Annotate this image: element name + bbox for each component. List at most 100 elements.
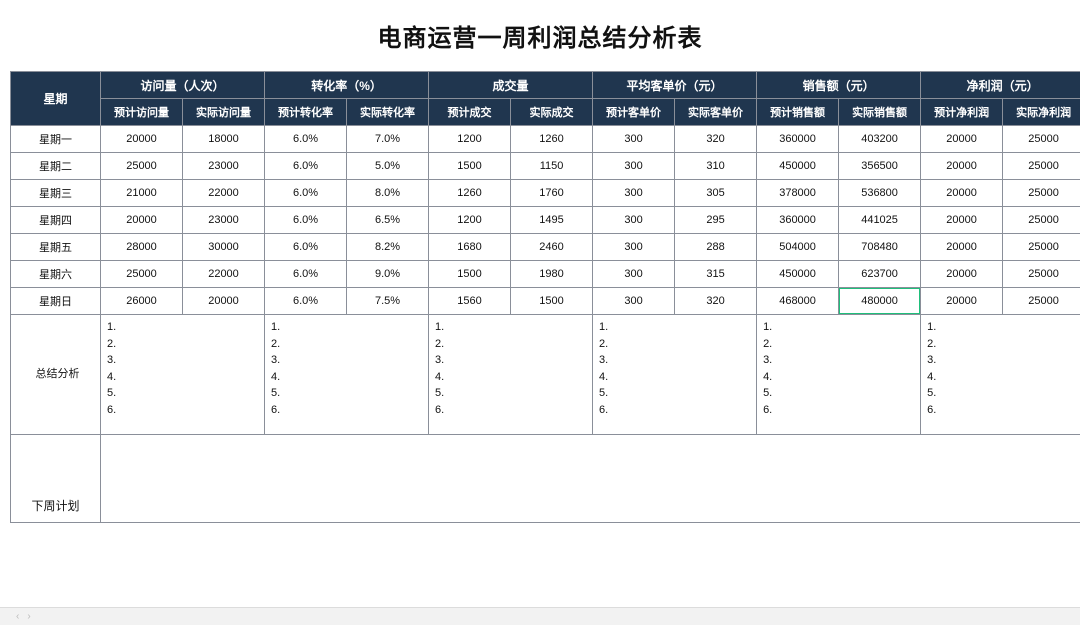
scroll-left-icon[interactable]: ‹	[16, 611, 19, 622]
value-cell[interactable]: 22000	[183, 180, 265, 207]
value-cell[interactable]: 6.0%	[265, 180, 347, 207]
value-cell[interactable]: 403200	[839, 126, 921, 153]
value-cell[interactable]: 504000	[757, 234, 839, 261]
value-cell[interactable]: 300	[593, 207, 675, 234]
value-cell[interactable]: 25000	[101, 153, 183, 180]
value-cell[interactable]: 20000	[921, 153, 1003, 180]
col-sub: 预计转化率	[265, 99, 347, 126]
value-cell[interactable]: 1500	[511, 288, 593, 315]
value-cell[interactable]: 1260	[429, 180, 511, 207]
value-cell[interactable]: 20000	[921, 234, 1003, 261]
value-cell[interactable]: 25000	[1003, 288, 1080, 315]
summary-cell[interactable]: 1.2.3.4.5.6.	[757, 315, 921, 435]
value-cell[interactable]: 1760	[511, 180, 593, 207]
value-cell[interactable]: 6.0%	[265, 207, 347, 234]
value-cell[interactable]: 708480	[839, 234, 921, 261]
summary-cell[interactable]: 1.2.3.4.5.6.	[429, 315, 593, 435]
table-row: 星期二25000230006.0%5.0%1500115030031045000…	[11, 153, 1080, 180]
value-cell[interactable]: 20000	[921, 207, 1003, 234]
value-cell[interactable]: 300	[593, 153, 675, 180]
value-cell[interactable]: 8.0%	[347, 180, 429, 207]
value-cell[interactable]: 356500	[839, 153, 921, 180]
value-cell[interactable]: 6.0%	[265, 126, 347, 153]
value-cell[interactable]: 1260	[511, 126, 593, 153]
value-cell[interactable]: 23000	[183, 153, 265, 180]
value-cell[interactable]: 20000	[921, 288, 1003, 315]
value-cell[interactable]: 1200	[429, 207, 511, 234]
value-cell[interactable]: 480000	[839, 288, 921, 315]
value-cell[interactable]: 6.0%	[265, 261, 347, 288]
value-cell[interactable]: 1150	[511, 153, 593, 180]
value-cell[interactable]: 25000	[1003, 126, 1080, 153]
value-cell[interactable]: 1200	[429, 126, 511, 153]
value-cell[interactable]: 623700	[839, 261, 921, 288]
value-cell[interactable]: 9.0%	[347, 261, 429, 288]
value-cell[interactable]: 288	[675, 234, 757, 261]
value-cell[interactable]: 2460	[511, 234, 593, 261]
value-cell[interactable]: 320	[675, 288, 757, 315]
value-cell[interactable]: 22000	[183, 261, 265, 288]
value-cell[interactable]: 26000	[101, 288, 183, 315]
value-cell[interactable]: 378000	[757, 180, 839, 207]
value-cell[interactable]: 25000	[1003, 234, 1080, 261]
value-cell[interactable]: 450000	[757, 153, 839, 180]
value-cell[interactable]: 1980	[511, 261, 593, 288]
value-cell[interactable]: 6.0%	[265, 288, 347, 315]
plan-body[interactable]	[101, 435, 1080, 523]
value-cell[interactable]: 320	[675, 126, 757, 153]
value-cell[interactable]: 1680	[429, 234, 511, 261]
summary-cell[interactable]: 1.2.3.4.5.6.	[593, 315, 757, 435]
value-cell[interactable]: 300	[593, 126, 675, 153]
value-cell[interactable]: 450000	[757, 261, 839, 288]
value-cell[interactable]: 315	[675, 261, 757, 288]
value-cell[interactable]: 7.0%	[347, 126, 429, 153]
col-group-2: 成交量	[429, 72, 593, 99]
value-cell[interactable]: 20000	[183, 288, 265, 315]
value-cell[interactable]: 25000	[1003, 207, 1080, 234]
value-cell[interactable]: 20000	[921, 180, 1003, 207]
value-cell[interactable]: 20000	[921, 261, 1003, 288]
value-cell[interactable]: 6.5%	[347, 207, 429, 234]
value-cell[interactable]: 25000	[101, 261, 183, 288]
value-cell[interactable]: 6.0%	[265, 234, 347, 261]
summary-cell[interactable]: 1.2.3.4.5.6.	[101, 315, 265, 435]
value-cell[interactable]: 25000	[1003, 261, 1080, 288]
value-cell[interactable]: 18000	[183, 126, 265, 153]
value-cell[interactable]: 1500	[429, 153, 511, 180]
day-cell: 星期四	[11, 207, 101, 234]
value-cell[interactable]: 5.0%	[347, 153, 429, 180]
value-cell[interactable]: 1500	[429, 261, 511, 288]
value-cell[interactable]: 310	[675, 153, 757, 180]
value-cell[interactable]: 536800	[839, 180, 921, 207]
page-title: 电商运营一周利润总结分析表	[10, 18, 1070, 53]
value-cell[interactable]: 360000	[757, 126, 839, 153]
value-cell[interactable]: 20000	[101, 126, 183, 153]
scroll-right-icon[interactable]: ›	[27, 611, 30, 622]
value-cell[interactable]: 20000	[921, 126, 1003, 153]
value-cell[interactable]: 25000	[1003, 153, 1080, 180]
value-cell[interactable]: 300	[593, 234, 675, 261]
value-cell[interactable]: 20000	[101, 207, 183, 234]
value-cell[interactable]: 305	[675, 180, 757, 207]
value-cell[interactable]: 468000	[757, 288, 839, 315]
value-cell[interactable]: 7.5%	[347, 288, 429, 315]
value-cell[interactable]: 441025	[839, 207, 921, 234]
value-cell[interactable]: 21000	[101, 180, 183, 207]
value-cell[interactable]: 30000	[183, 234, 265, 261]
col-sub: 实际转化率	[347, 99, 429, 126]
value-cell[interactable]: 300	[593, 288, 675, 315]
value-cell[interactable]: 300	[593, 180, 675, 207]
value-cell[interactable]: 6.0%	[265, 153, 347, 180]
summary-cell[interactable]: 1.2.3.4.5.6.	[265, 315, 429, 435]
value-cell[interactable]: 8.2%	[347, 234, 429, 261]
col-sub: 实际成交	[511, 99, 593, 126]
value-cell[interactable]: 28000	[101, 234, 183, 261]
value-cell[interactable]: 295	[675, 207, 757, 234]
value-cell[interactable]: 25000	[1003, 180, 1080, 207]
value-cell[interactable]: 300	[593, 261, 675, 288]
value-cell[interactable]: 23000	[183, 207, 265, 234]
value-cell[interactable]: 360000	[757, 207, 839, 234]
summary-cell[interactable]: 1.2.3.4.5.6.	[921, 315, 1080, 435]
value-cell[interactable]: 1560	[429, 288, 511, 315]
value-cell[interactable]: 1495	[511, 207, 593, 234]
